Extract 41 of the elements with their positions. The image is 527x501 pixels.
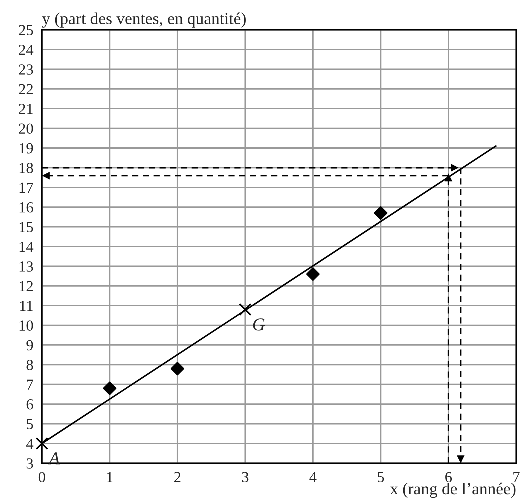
y-tick-label: 15 (20, 222, 34, 232)
y-tick-label: 10 (20, 320, 34, 331)
x-tick-label: 7 (514, 472, 520, 482)
y-tick-label: 16 (20, 202, 34, 213)
y-tick-label: 13 (20, 262, 34, 272)
annotation: A (48, 452, 60, 465)
y-tick-label: 23 (19, 64, 34, 75)
y-tick-label: 14 (20, 242, 34, 252)
x-tick-label: 4 (310, 472, 317, 482)
x-axis-title: x (rang de l’année) (390, 482, 516, 498)
y-tick-label: 4 (26, 438, 34, 450)
x-tick-label: 0 (38, 472, 46, 483)
point (306, 268, 320, 282)
x-tick-label: 6 (446, 472, 452, 483)
y-tick-label: 8 (26, 360, 34, 370)
y-tick-label: 7 (27, 380, 34, 390)
point (239, 303, 252, 316)
point (170, 362, 184, 376)
x-tick-label: 2 (174, 472, 181, 482)
y-tick-label: 19 (20, 143, 34, 154)
y-tick-label: 22 (19, 84, 33, 94)
y-tick-label: 20 (19, 124, 34, 134)
y-tick-label: 25 (19, 25, 34, 36)
y-tick-label: 18 (20, 163, 34, 174)
y-tick-label: 5 (27, 419, 34, 430)
point (36, 437, 49, 450)
y-tick-label: 3 (26, 458, 34, 469)
y-tick-label: 6 (26, 400, 34, 410)
y-tick-label: 9 (26, 340, 34, 351)
y-tick-label: 12 (20, 281, 33, 292)
y-tick-label: 21 (19, 104, 33, 114)
annotation: G (253, 318, 266, 331)
x-tick-label: 5 (378, 472, 384, 483)
x-tick-label: 3 (242, 472, 249, 483)
y-tick-label: 24 (19, 44, 34, 56)
y-tick-label: 11 (20, 301, 33, 312)
point (103, 382, 117, 396)
point (374, 206, 388, 220)
x-tick-label: 1 (107, 472, 113, 482)
y-tick-label: 17 (20, 182, 34, 193)
y-axis-title: y (part des ventes, en quantité) (42, 12, 246, 28)
